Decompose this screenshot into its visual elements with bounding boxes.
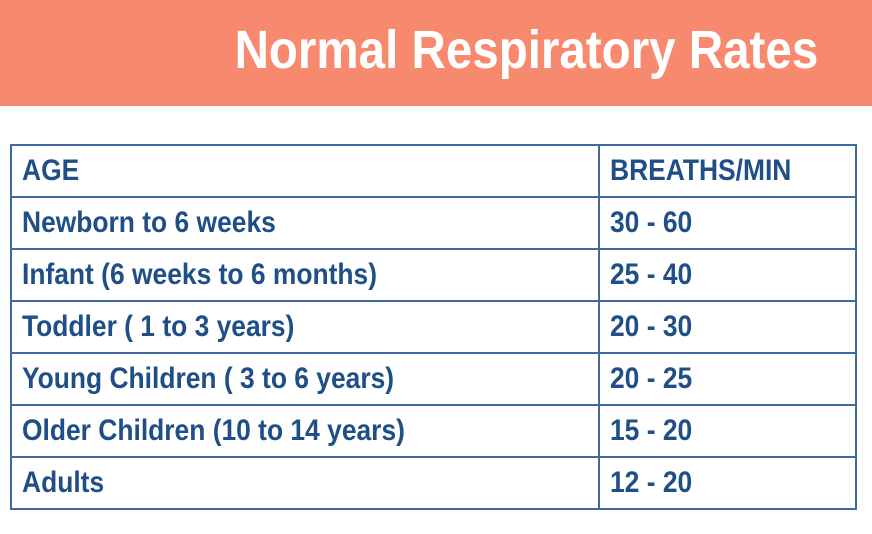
age-cell: Toddler ( 1 to 3 years)	[10, 300, 600, 354]
age-cell: Older Children (10 to 14 years)	[10, 404, 600, 458]
rate-cell: 15 - 20	[598, 404, 857, 458]
age-cell: Newborn to 6 weeks	[10, 196, 600, 250]
table-row: Adults 12 - 20	[10, 456, 857, 510]
rate-cell: 12 - 20	[598, 456, 857, 510]
table-row: Infant (6 weeks to 6 months) 25 - 40	[10, 248, 857, 302]
age-cell: Young Children ( 3 to 6 years)	[10, 352, 600, 406]
rate-cell: 25 - 40	[598, 248, 857, 302]
rate-cell: 30 - 60	[598, 196, 857, 250]
table-header-row: AGE BREATHS/MIN	[10, 144, 857, 198]
page-title: Normal Respiratory Rates	[234, 20, 818, 80]
title-banner: Normal Respiratory Rates	[0, 0, 872, 106]
rate-cell: 20 - 25	[598, 352, 857, 406]
respiratory-rates-table: AGE BREATHS/MIN Newborn to 6 weeks 30 - …	[10, 144, 857, 510]
age-cell: Adults	[10, 456, 600, 510]
header-breaths-per-min: BREATHS/MIN	[598, 144, 857, 198]
table-row: Newborn to 6 weeks 30 - 60	[10, 196, 857, 250]
table-row: Older Children (10 to 14 years) 15 - 20	[10, 404, 857, 458]
header-age: AGE	[10, 144, 600, 198]
rate-cell: 20 - 30	[598, 300, 857, 354]
table-row: Toddler ( 1 to 3 years) 20 - 30	[10, 300, 857, 354]
age-cell: Infant (6 weeks to 6 months)	[10, 248, 600, 302]
table-row: Young Children ( 3 to 6 years) 20 - 25	[10, 352, 857, 406]
